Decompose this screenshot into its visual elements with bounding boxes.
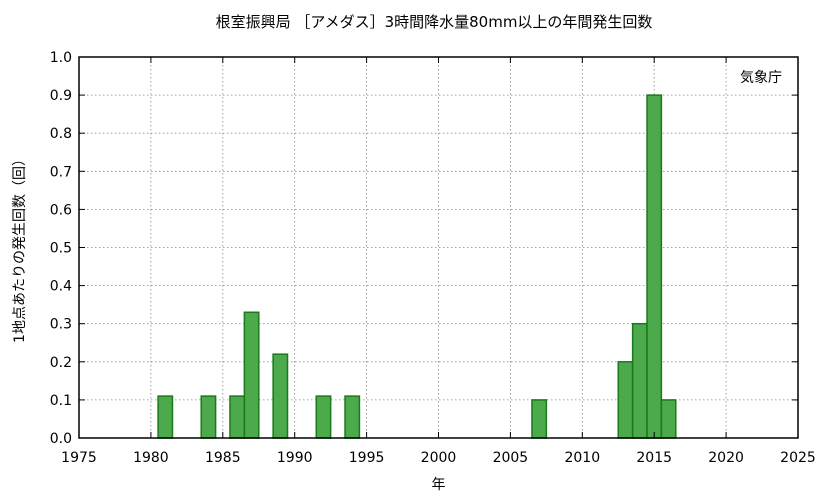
bar: [243, 311, 260, 439]
x-tick-label: 2010: [564, 450, 600, 466]
bars: [157, 94, 677, 439]
bar: [631, 322, 648, 439]
ticks: 1975 1980 1985 1990 1995 2000 2005 2010 2015 2020…: [50, 50, 816, 466]
y-tick-label: 0.5: [50, 241, 72, 257]
y-tick-label: 0.9: [50, 88, 72, 104]
bar: [344, 395, 361, 439]
x-tick-label: 1975: [61, 450, 97, 466]
x-axis-label: 年: [432, 477, 446, 493]
y-tick-label: 0.4: [50, 279, 72, 295]
x-tick-label: 2020: [708, 450, 744, 466]
grid: [79, 57, 798, 438]
source-annotation: 気象庁: [740, 70, 782, 86]
y-tick-label: 0.6: [50, 202, 72, 218]
bar: [272, 353, 289, 439]
chart-title: 根室振興局 ［アメダス］3時間降水量80mm以上の年間発生回数: [216, 13, 653, 31]
bar: [617, 361, 634, 439]
y-tick-label: 0.1: [50, 393, 72, 409]
bar: [660, 399, 677, 439]
bar: [315, 395, 332, 439]
x-tick-label: 2005: [493, 450, 529, 466]
bar: [531, 399, 548, 439]
bar: [200, 395, 217, 439]
x-tick-label: 1980: [133, 450, 169, 466]
x-tick-label: 1990: [277, 450, 313, 466]
x-tick-label: 2025: [780, 450, 816, 466]
x-tick-label: 2000: [421, 450, 457, 466]
y-tick-label: 0.7: [50, 164, 72, 180]
y-tick-label: 0.3: [50, 317, 72, 333]
y-tick-label: 0.2: [50, 355, 72, 371]
y-tick-label: 0.8: [50, 126, 72, 142]
bar: [157, 395, 174, 439]
bar: [229, 395, 246, 439]
y-tick-label: 1.0: [50, 50, 72, 66]
x-tick-label: 1995: [349, 450, 385, 466]
y-tick-label: 0.0: [50, 431, 72, 447]
y-axis-label: 1地点あたりの発生回数（回）: [12, 152, 28, 343]
x-tick-label: 1985: [205, 450, 241, 466]
bar: [646, 94, 663, 439]
x-tick-label: 2015: [636, 450, 672, 466]
